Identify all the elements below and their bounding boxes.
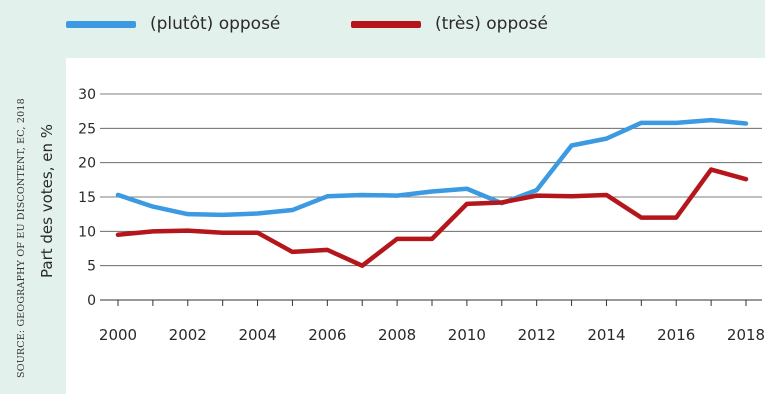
x-tick-label-2014: 2014 [587, 326, 625, 344]
series-lines [115, 117, 749, 268]
series-line-2 [115, 167, 749, 268]
series-line-1 [115, 117, 749, 218]
y-tick-label-30: 30 [78, 87, 96, 103]
y-tick-label-15: 15 [78, 190, 96, 206]
x-axis: 2000 2002 2004 2006 2008 2010 2012 2014 2016 2018 [99, 299, 765, 344]
source-background [0, 58, 66, 394]
x-tick-label-2012: 2012 [518, 326, 556, 344]
y-tick-label-25: 25 [78, 121, 96, 137]
x-tick-label-2016: 2016 [657, 326, 695, 344]
legend-swatch-series-1 [66, 20, 136, 28]
legend-label-series-1: (plutôt) opposé [150, 14, 281, 34]
y-tick-label-5: 5 [87, 259, 96, 275]
legend-item-series-2: (très) opposé [351, 12, 548, 36]
x-tick-label-2008: 2008 [378, 326, 416, 344]
x-tick-label-2000: 2000 [99, 326, 137, 344]
y-tick-label-20: 20 [78, 156, 96, 172]
legend-background [0, 0, 765, 58]
y-axis-ticks: 0 5 10 15 20 25 30 [78, 87, 96, 309]
x-tick-label-2002: 2002 [169, 326, 207, 344]
x-tick-label-2010: 2010 [448, 326, 486, 344]
x-tick-label-2018: 2018 [727, 326, 765, 344]
y-tick-label-0: 0 [87, 293, 96, 309]
x-tick-label-2006: 2006 [308, 326, 346, 344]
legend-label-series-2: (très) opposé [435, 14, 548, 34]
legend-swatch-series-2 [351, 20, 421, 28]
x-tick-label-2004: 2004 [238, 326, 276, 344]
legend-item-series-1: (plutôt) opposé [66, 12, 280, 36]
y-tick-label-10: 10 [78, 224, 96, 240]
